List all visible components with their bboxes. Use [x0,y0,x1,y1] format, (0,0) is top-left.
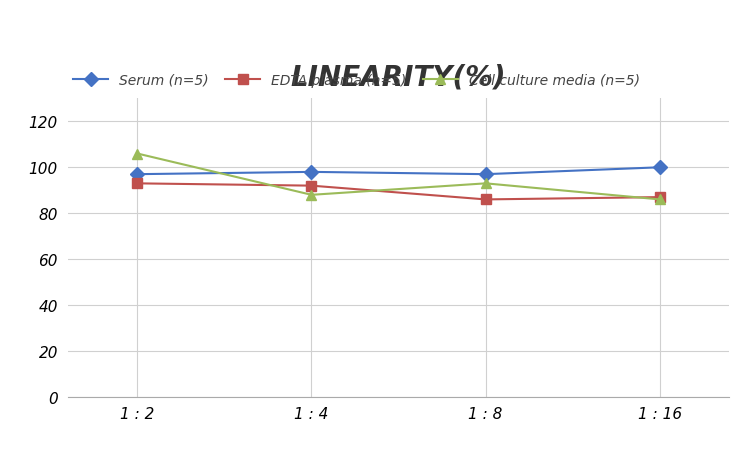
Serum (n=5) [133,172,142,178]
Cell culture media (n=5) [307,193,316,198]
Legend: Serum (n=5), EDTA plasma (n=5), Cell culture media (n=5): Serum (n=5), EDTA plasma (n=5), Cell cul… [68,68,645,93]
Cell culture media (n=5) [133,152,142,157]
Serum (n=5) [481,172,490,178]
Line: EDTA plasma (n=5): EDTA plasma (n=5) [132,179,665,205]
Line: Serum (n=5): Serum (n=5) [132,163,665,179]
Line: Cell culture media (n=5): Cell culture media (n=5) [132,149,665,205]
EDTA plasma (n=5) [655,195,664,200]
Title: LINEARITY(%): LINEARITY(%) [291,64,506,92]
EDTA plasma (n=5) [133,181,142,187]
Serum (n=5) [655,165,664,170]
Serum (n=5) [307,170,316,175]
EDTA plasma (n=5) [481,197,490,202]
Cell culture media (n=5) [481,181,490,187]
EDTA plasma (n=5) [307,184,316,189]
Cell culture media (n=5) [655,197,664,202]
